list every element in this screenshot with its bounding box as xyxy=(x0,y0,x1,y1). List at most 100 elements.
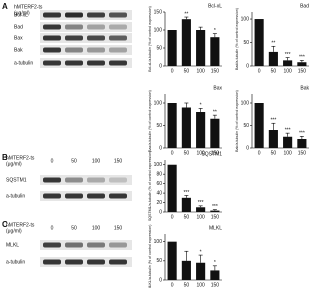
significance: ** xyxy=(184,11,188,17)
blot-band xyxy=(109,177,127,183)
significance: *** xyxy=(285,127,291,133)
bar xyxy=(167,103,177,148)
y-tick-label: 40 xyxy=(156,190,162,196)
blot-band xyxy=(43,24,61,30)
blot-band xyxy=(43,259,61,265)
significance: *** xyxy=(270,118,276,124)
y-tick-label: 100 xyxy=(154,27,163,33)
bar xyxy=(283,136,293,148)
bar xyxy=(196,112,206,148)
panel-label: B xyxy=(2,153,8,162)
dose-label: 150 xyxy=(114,225,123,231)
blot-band xyxy=(65,60,83,66)
row-label: a-tubulin xyxy=(6,259,25,265)
chart-title: SQSTM1 xyxy=(201,151,222,157)
y-axis-label: SQSTM1/a-tubulin (% of control expressio… xyxy=(148,151,152,221)
blot-band xyxy=(43,177,61,183)
blot-band xyxy=(43,47,61,53)
bar xyxy=(297,62,307,66)
x-tick-label: 0 xyxy=(171,68,174,74)
blot-bg xyxy=(40,240,132,250)
x-tick-label: 100 xyxy=(196,282,205,288)
blot-band xyxy=(65,242,83,248)
dose-label: 50 xyxy=(71,158,77,164)
panel-label: C xyxy=(2,220,8,229)
y-tick-label: 60 xyxy=(156,181,162,187)
y-tick-label: 0 xyxy=(159,145,162,151)
y-tick-label: 0 xyxy=(159,277,162,283)
significance: *** xyxy=(285,52,291,58)
x-tick-label: 0 xyxy=(171,214,174,220)
row-label: MLKL xyxy=(6,242,19,248)
bar xyxy=(181,197,191,212)
y-tick-label: 100 xyxy=(154,162,163,168)
blot-band xyxy=(109,193,127,199)
x-tick-label: 100 xyxy=(283,150,292,156)
significance: *** xyxy=(212,204,218,210)
blot-band xyxy=(43,35,61,41)
y-tick-label: 150 xyxy=(154,9,163,15)
blot-band xyxy=(109,242,127,248)
y-axis-label: MLKL/a-tubulin (% of control expression) xyxy=(148,225,152,288)
blot-band xyxy=(109,60,127,66)
significance: * xyxy=(214,28,216,34)
row-label: a-tubulin xyxy=(6,193,25,199)
x-tick-label: 50 xyxy=(184,282,190,288)
bar xyxy=(167,241,177,280)
dose-label: 100 xyxy=(92,158,101,164)
y-tick-label: 100 xyxy=(154,100,163,106)
bar xyxy=(196,207,206,212)
dose-header: hMTERF2-ts xyxy=(6,155,35,161)
y-tick-label: 50 xyxy=(243,123,249,129)
significance: * xyxy=(200,249,202,255)
blot-bg xyxy=(40,10,132,20)
dose-label: 0 xyxy=(51,225,54,231)
blot-band xyxy=(109,35,127,41)
blot-band xyxy=(109,12,127,18)
blot-band xyxy=(87,193,105,199)
significance: ** xyxy=(271,41,275,47)
dose-label: 0 xyxy=(51,158,54,164)
x-tick-label: 150 xyxy=(298,68,307,74)
panel-label: A xyxy=(2,2,8,11)
dose-header: (μg/ml) xyxy=(6,228,22,234)
blot-bg xyxy=(40,33,132,43)
x-tick-label: 0 xyxy=(258,150,261,156)
y-axis-label: Bcl-xL/a-tubulin (% of control expressio… xyxy=(148,6,152,72)
bar xyxy=(210,37,220,66)
y-tick-label: 100 xyxy=(241,100,250,106)
bar xyxy=(254,19,264,66)
y-axis-label: Bak/a-tubulin (% of control expression) xyxy=(235,90,239,152)
significance: *** xyxy=(198,200,204,206)
dose-label: 50 xyxy=(71,225,77,231)
blot-bg xyxy=(40,45,132,55)
bar xyxy=(196,30,206,66)
significance: *** xyxy=(183,190,189,196)
blot-bg xyxy=(40,257,132,267)
blot-band xyxy=(87,12,105,18)
bar xyxy=(254,103,264,148)
blot-bg xyxy=(40,175,132,185)
bar xyxy=(181,19,191,66)
bar xyxy=(210,118,220,148)
bar xyxy=(268,130,278,148)
y-tick-label: 100 xyxy=(241,16,250,22)
y-tick-label: 50 xyxy=(156,258,162,264)
row-label: Bad xyxy=(14,24,23,30)
dose-header: hMTERF2-ts xyxy=(6,222,35,228)
dose-header: (μg/ml) xyxy=(6,161,22,167)
y-tick-label: 0 xyxy=(246,145,249,151)
x-tick-label: 50 xyxy=(271,150,277,156)
x-tick-label: 150 xyxy=(211,68,220,74)
chart-title: Bcl-xL xyxy=(208,3,222,9)
row-label: SQSTM1 xyxy=(6,177,27,183)
bar xyxy=(167,30,177,66)
chart-title: Bad xyxy=(300,3,309,9)
blot-band xyxy=(65,47,83,53)
bar xyxy=(181,260,191,280)
y-tick-label: 0 xyxy=(159,63,162,69)
blot-band xyxy=(87,60,105,66)
bar xyxy=(210,270,220,280)
blot-band xyxy=(65,12,83,18)
blot-band xyxy=(65,24,83,30)
